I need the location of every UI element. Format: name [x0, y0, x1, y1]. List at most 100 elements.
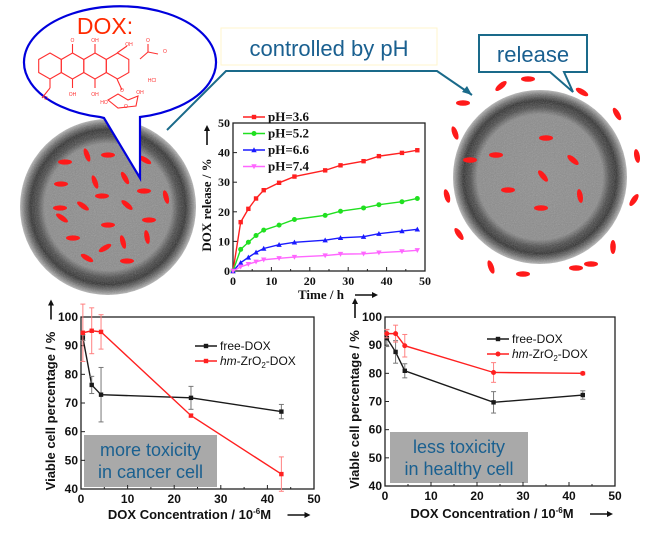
data-point: [291, 216, 297, 222]
dox-particle: [612, 107, 622, 121]
hollow-sphere-loaded: [20, 119, 196, 295]
data-point: [393, 331, 399, 337]
dox-particle: [144, 230, 150, 244]
bond: [139, 51, 149, 60]
series-0: free-DOX: [384, 329, 586, 414]
annotation-box: [84, 435, 217, 487]
data-point: [261, 245, 267, 251]
x-axis-label-sup: -6: [253, 507, 261, 516]
dox-particle: [516, 271, 530, 277]
dox-particle: [584, 261, 598, 267]
dox-particle: [77, 201, 89, 211]
dox-particle: [576, 189, 584, 203]
x-tick-label: 10: [121, 492, 135, 506]
legend-label-italic: hm: [512, 347, 529, 361]
dox-particle: [610, 240, 616, 254]
bond: [147, 51, 159, 55]
annotation-text: less toxicity: [413, 437, 505, 457]
structure-label: HCl: [148, 78, 156, 84]
chart-0: 0 10 20 30 40 50 0 10 20 30 40 50 Time / h DOX releas…: [199, 109, 431, 302]
data-point: [251, 147, 257, 153]
data-point: [98, 392, 104, 397]
y-tick-label: 90: [369, 338, 383, 352]
legend-label-text: pH=7.4: [268, 159, 309, 174]
x-axis-label-text: Time / h: [298, 287, 345, 302]
x-tick-label: 0: [382, 489, 389, 503]
x-tick-label: 40: [562, 489, 576, 503]
series-3: pH=7.4: [230, 159, 421, 274]
x-tick-label: 20: [304, 274, 316, 288]
data-point: [322, 237, 328, 243]
x-axis-arrowhead-icon: [607, 511, 613, 517]
x-axis-label-unit: M: [260, 507, 271, 522]
y-tick-label: 70: [369, 395, 383, 409]
dox-particle: [137, 188, 151, 194]
dox-particle: [539, 135, 553, 141]
dox-particle: [98, 243, 112, 253]
data-point: [245, 239, 251, 245]
dox-particle: [569, 265, 583, 271]
bond: [116, 78, 123, 91]
y-axis-label: Viable cell percentage / %: [347, 330, 362, 489]
dox-particle: [95, 193, 109, 199]
dox-particle: [54, 181, 68, 187]
dox-particle: [56, 213, 68, 223]
x-tick-label: 50: [608, 489, 622, 503]
x-axis-label-unit: M: [563, 506, 574, 521]
bond: [41, 87, 51, 99]
dox-particle: [91, 175, 99, 189]
series-1: pH=5.2: [230, 126, 420, 274]
data-point: [338, 163, 343, 168]
data-point: [279, 471, 284, 477]
y-axis-label: Viable cell percentage / %: [43, 331, 58, 490]
dox-particle: [521, 76, 535, 82]
data-point: [230, 268, 236, 274]
dox-particle: [538, 170, 548, 182]
y-tick-label: 70: [65, 396, 79, 410]
dox-particle: [120, 258, 134, 264]
structure-label: OH: [91, 92, 99, 98]
x-axis-label: DOX Concentration / 10-6M: [108, 507, 271, 522]
x-axis-label-sup: -6: [556, 506, 564, 515]
series-line: [232, 228, 418, 272]
data-point: [376, 231, 382, 236]
legend-label: pH=5.2: [268, 126, 309, 141]
data-point: [291, 239, 298, 245]
dox-particle: [138, 155, 152, 165]
x-tick-label: 30: [342, 274, 354, 288]
x-axis-label: Time / h: [298, 287, 345, 302]
annotation-box: [390, 432, 528, 483]
dox-particle: [142, 217, 156, 223]
structure-label: O: [71, 38, 75, 44]
data-point: [253, 249, 259, 255]
dox-particle: [53, 205, 67, 211]
data-point: [580, 370, 586, 376]
x-tick-label: 50: [307, 492, 321, 506]
x-axis-arrowhead-icon: [304, 512, 311, 518]
data-point: [98, 329, 104, 335]
data-point: [251, 114, 257, 120]
legend-label: free-DOX: [220, 339, 271, 353]
data-point: [238, 219, 243, 225]
x-tick-label: 20: [168, 492, 182, 506]
data-point: [188, 413, 194, 418]
structure-label: OH: [69, 92, 77, 98]
dox-particle: [629, 194, 639, 206]
series-1: hm-ZrO2-DOX: [80, 303, 296, 492]
series-1: hm-ZrO2-DOX: [384, 324, 588, 383]
legend-label-text: free-DOX: [220, 339, 271, 353]
dox-particle: [58, 159, 72, 165]
y-tick-label: 100: [58, 310, 78, 324]
dox-particle: [451, 126, 459, 140]
dox-particle: [495, 81, 507, 91]
data-point: [361, 158, 366, 164]
series-0: pH=3.6: [230, 109, 420, 274]
data-point: [414, 226, 421, 232]
data-point: [261, 187, 266, 193]
legend-label: free-DOX: [512, 332, 563, 346]
dox-particle: [120, 171, 130, 185]
bond: [116, 45, 128, 54]
